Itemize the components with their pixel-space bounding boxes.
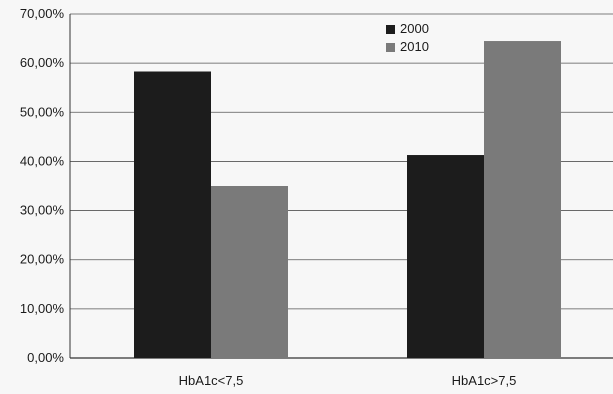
x-axis-labels: HbA1c<7,5 HbA1c>7,5 (179, 373, 517, 388)
y-tick-label: 0,00% (27, 350, 64, 365)
bar-2000-2 (407, 155, 484, 358)
y-tick-label: 50,00% (20, 104, 65, 119)
bar-2000-1 (134, 71, 211, 359)
x-category-label: HbA1c>7,5 (452, 373, 517, 388)
y-tick-label: 30,00% (20, 203, 65, 218)
y-tick-label: 20,00% (20, 252, 65, 267)
legend-label-2010: 2010 (400, 39, 429, 54)
legend-label-2000: 2000 (400, 21, 429, 36)
y-tick-label: 10,00% (20, 301, 65, 316)
legend-swatch-2000 (386, 25, 395, 34)
x-category-label: HbA1c<7,5 (179, 373, 244, 388)
y-tick-label: 70,00% (20, 6, 65, 21)
bars (134, 41, 561, 359)
y-axis-ticks: 0,00% 10,00% 20,00% 30,00% 40,00% 50,00% 60,00… (20, 6, 65, 365)
legend-swatch-2010 (386, 43, 395, 52)
y-tick-label: 60,00% (20, 55, 65, 70)
y-tick-label: 40,00% (20, 153, 65, 168)
legend: 2000 2010 (386, 21, 429, 54)
bar-2010-1 (211, 186, 288, 358)
bar-2010-2 (484, 41, 561, 359)
